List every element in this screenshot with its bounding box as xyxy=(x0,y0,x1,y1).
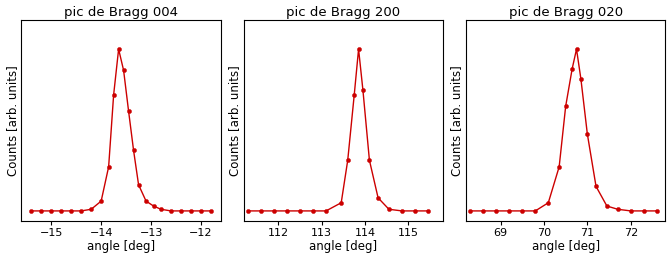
Y-axis label: Counts [arb. units]: Counts [arb. units] xyxy=(450,65,463,176)
Title: pic de Bragg 200: pic de Bragg 200 xyxy=(287,5,401,19)
Y-axis label: Counts [arb. units]: Counts [arb. units] xyxy=(5,65,19,176)
X-axis label: angle [deg]: angle [deg] xyxy=(531,240,600,254)
X-axis label: angle [deg]: angle [deg] xyxy=(87,240,155,254)
X-axis label: angle [deg]: angle [deg] xyxy=(309,240,378,254)
Title: pic de Bragg 004: pic de Bragg 004 xyxy=(64,5,178,19)
Title: pic de Bragg 020: pic de Bragg 020 xyxy=(509,5,623,19)
Y-axis label: Counts [arb. units]: Counts [arb. units] xyxy=(228,65,241,176)
